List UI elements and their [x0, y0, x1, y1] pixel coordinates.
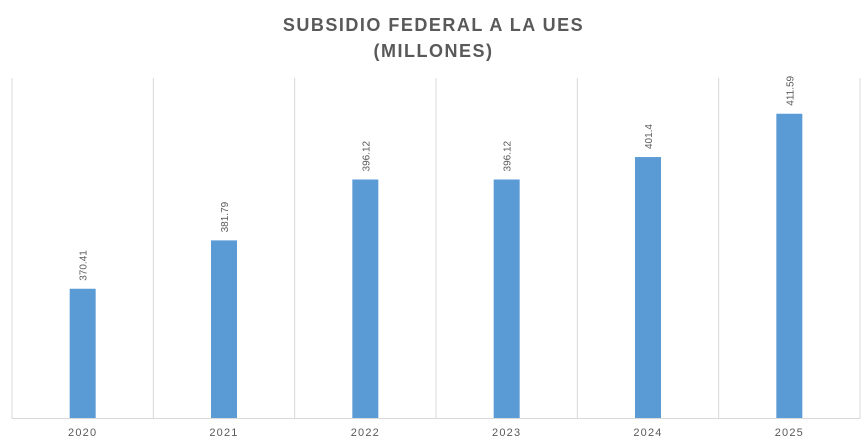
x-tick-label-2024: 2024	[633, 427, 662, 439]
bar-2025	[776, 113, 803, 419]
data-label-2023: 396.12	[503, 140, 514, 171]
bar-2021	[211, 240, 237, 418]
data-label-2024: 401.4	[644, 124, 655, 149]
data-label-2022: 396.12	[361, 140, 372, 171]
bar-2022	[352, 179, 379, 418]
chart-title: SUBSIDIO FEDERAL A LA UES (MILLONES)	[0, 12, 867, 64]
x-tick-label-2023: 2023	[492, 427, 521, 439]
bar-2020	[69, 288, 96, 418]
x-tick-label-2020: 2020	[68, 427, 97, 439]
x-tick-label-2022: 2022	[351, 427, 380, 439]
x-tick-label-2021: 2021	[209, 427, 238, 439]
x-tick-label-2025: 2025	[775, 427, 804, 439]
chart-title-line2: (MILLONES)	[373, 41, 494, 61]
bar-2024	[635, 157, 661, 419]
bar-2023	[493, 179, 520, 418]
data-label-2025: 411.59	[785, 75, 796, 105]
data-label-2020: 370.41	[79, 250, 90, 281]
chart-title-line1: SUBSIDIO FEDERAL A LA UES	[282, 15, 585, 35]
data-label-2021: 381.79	[220, 201, 231, 232]
